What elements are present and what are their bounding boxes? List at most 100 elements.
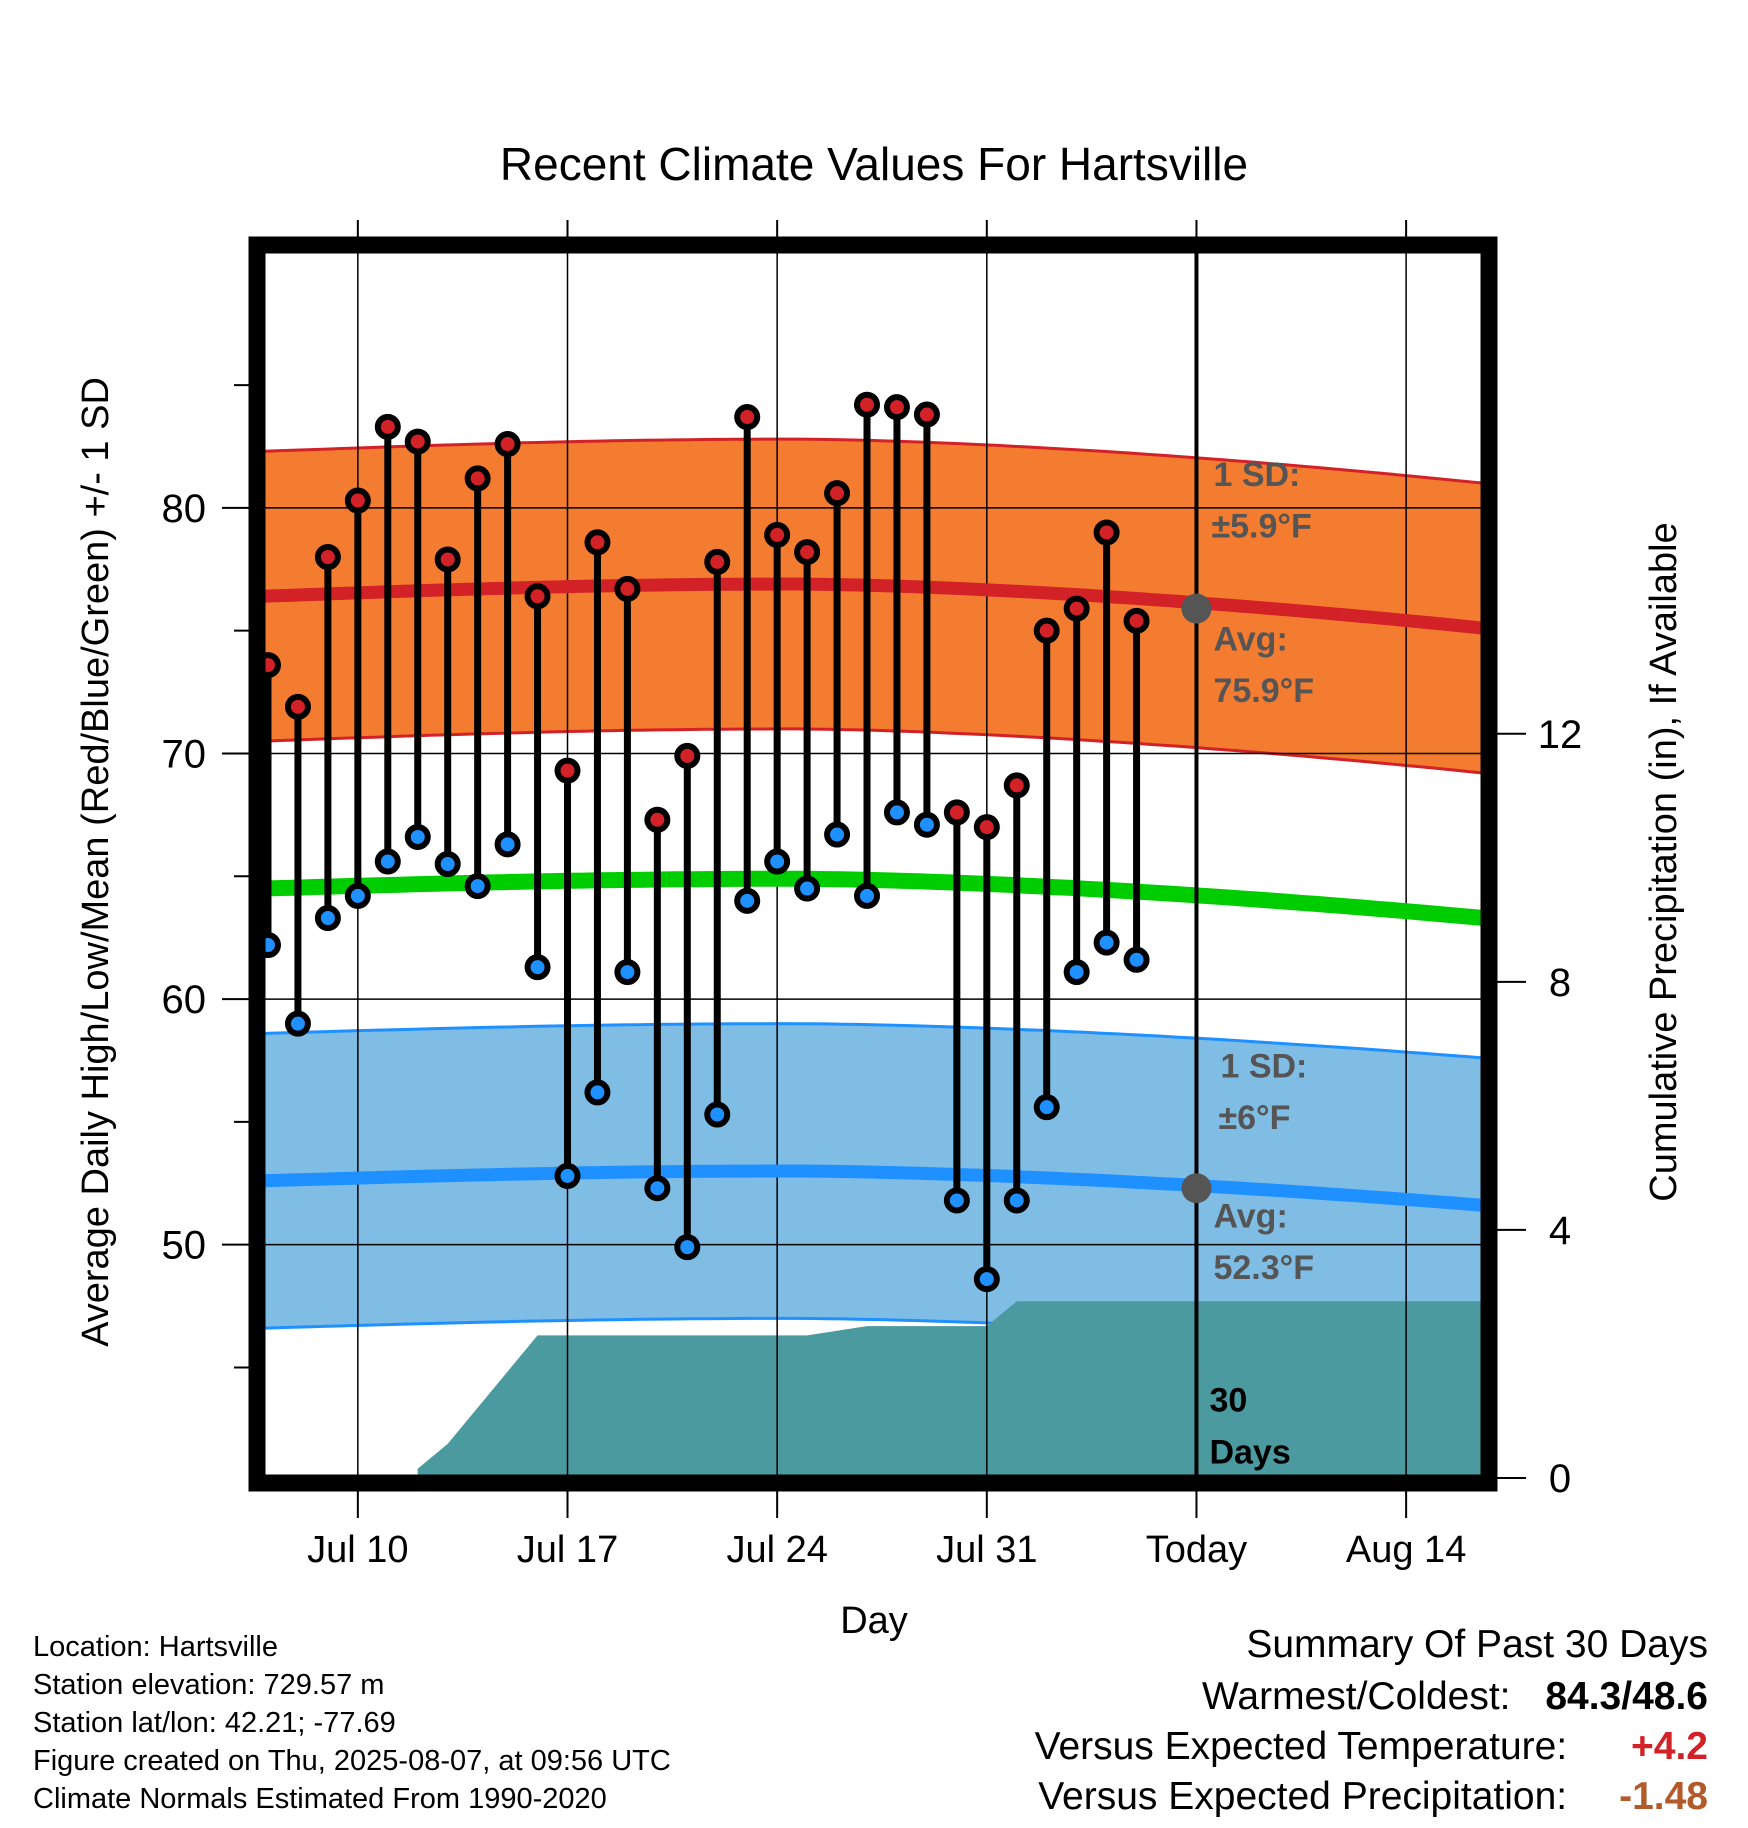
latlon-text: Station lat/lon: 42.21; -77.69 <box>33 1707 396 1739</box>
y2-tick-label: 0 <box>1549 1457 1571 1501</box>
daily-high-point <box>284 693 311 720</box>
days-label-number: 30 <box>1209 1382 1247 1420</box>
normal-low-line <box>261 1164 1485 1212</box>
daily-low-point <box>1123 946 1150 973</box>
temp-value: +4.2 <box>1631 1725 1708 1768</box>
plot-frame <box>248 236 1498 1492</box>
summary-warm-cold: Warmest/Coldest: 84.3/48.6 <box>1202 1675 1708 1719</box>
daily-high-point <box>494 431 521 458</box>
summary-precip: Versus Expected Precipitation: -1.48 <box>1038 1775 1708 1819</box>
warm-cold-label: Warmest/Coldest: <box>1202 1675 1511 1718</box>
daily-high-point <box>1003 772 1030 799</box>
created-text: Figure created on Thu, 2025-08-07, at 09… <box>33 1745 671 1777</box>
daily-low-point <box>913 811 940 838</box>
high-avg-value: 75.9°F <box>1213 672 1314 710</box>
daily-high-point <box>1033 617 1060 644</box>
daily-high-point <box>614 575 641 602</box>
high-sd-value: ±5.9°F <box>1211 507 1311 545</box>
daily-high-point <box>943 799 970 826</box>
plot-area: 1 SD: ±5.9°F Avg: 75.9°F 1 SD: ±6°F Avg: 52.3°F… <box>162 220 1583 1571</box>
today-low-avg-marker <box>1181 1173 1212 1204</box>
daily-high-point <box>314 544 341 570</box>
daily-high-point <box>734 404 761 431</box>
daily-low-point <box>584 1079 611 1106</box>
high-sd-label: 1 SD: <box>1213 456 1300 494</box>
x-tick-label: Aug 14 <box>1346 1529 1466 1571</box>
daily-low-point <box>764 848 791 875</box>
daily-low-point <box>374 848 401 875</box>
summary-heading: Summary Of Past 30 Days <box>1246 1623 1708 1666</box>
daily-low-point <box>524 954 551 981</box>
daily-high-point <box>344 487 371 514</box>
daily-high-point <box>404 428 431 455</box>
daily-low-point <box>344 882 371 909</box>
x-tick-label: Jul 31 <box>936 1529 1037 1571</box>
daily-low-point <box>494 831 521 858</box>
daily-high-point <box>1093 519 1120 546</box>
today-high-avg-marker <box>1181 593 1212 624</box>
daily-high-point <box>434 546 461 573</box>
station-info: Location: Hartsville Station elevation: … <box>33 1628 671 1818</box>
daily-low-point <box>554 1162 581 1189</box>
daily-high-point <box>374 413 401 440</box>
y2-axis-label: Cumulative Precipitation (in), If Availa… <box>1643 522 1685 1201</box>
daily-low-point <box>794 875 821 902</box>
x-axis-label: Day <box>840 1600 908 1642</box>
daily-low-point <box>614 959 641 986</box>
daily-high-point <box>913 401 940 428</box>
low-avg-label: Avg: <box>1213 1197 1287 1235</box>
low-sd-value: ±6°F <box>1218 1099 1290 1137</box>
location-text: Location: Hartsville <box>33 1631 278 1663</box>
daily-high-point <box>644 806 671 833</box>
daily-high-point <box>554 757 581 784</box>
daily-low-point <box>1033 1094 1060 1121</box>
daily-low-point <box>734 887 761 914</box>
daily-low-point <box>1003 1187 1030 1214</box>
days-label-word: Days <box>1209 1433 1290 1471</box>
x-tick-label: Jul 17 <box>517 1529 618 1571</box>
daily-low-point <box>434 851 461 877</box>
y2-tick-label: 8 <box>1549 961 1571 1005</box>
y2-tick-label: 4 <box>1549 1209 1571 1253</box>
daily-low-point <box>674 1234 701 1261</box>
daily-high-point <box>1063 595 1090 622</box>
normals-text: Climate Normals Estimated From 1990-2020 <box>33 1783 607 1815</box>
daily-low-point <box>1093 929 1120 956</box>
daily-low-point <box>704 1101 731 1128</box>
daily-high-point <box>464 465 491 492</box>
daily-high-point <box>854 391 881 418</box>
daily-high-point <box>704 548 731 575</box>
precip-label: Versus Expected Precipitation: <box>1038 1775 1568 1818</box>
daily-high-point <box>824 480 851 507</box>
daily-high-point <box>973 814 1000 841</box>
y-tick-label: 70 <box>162 732 207 776</box>
high-sd-upper-line <box>261 437 1485 485</box>
daily-high-point <box>883 394 910 421</box>
normal-high-line <box>261 577 1485 635</box>
y-tick-label: 50 <box>162 1224 207 1268</box>
y2-tick-label: 12 <box>1538 713 1583 757</box>
daily-low-point <box>644 1175 671 1202</box>
daily-low-point <box>854 882 881 909</box>
daily-low-point <box>404 823 431 850</box>
summary-temp: Versus Expected Temperature: +4.2 <box>1035 1725 1708 1769</box>
chart-title: Recent Climate Values For Hartsville <box>500 138 1248 190</box>
daily-high-point <box>674 742 701 769</box>
low-sd-upper-line <box>261 1022 1485 1060</box>
daily-low-point <box>824 821 851 848</box>
x-tick-label: Today <box>1146 1529 1247 1571</box>
daily-low-point <box>1063 959 1090 986</box>
daily-low-point <box>284 1010 311 1037</box>
daily-low-point <box>943 1187 970 1214</box>
daily-low-point <box>464 873 491 900</box>
cumulative-precip-area <box>417 1301 1485 1478</box>
precip-value: -1.48 <box>1619 1775 1708 1818</box>
high-avg-label: Avg: <box>1213 620 1287 658</box>
daily-high-point <box>794 539 821 566</box>
warm-cold-value: 84.3/48.6 <box>1545 1675 1708 1718</box>
temp-label: Versus Expected Temperature: <box>1034 1725 1568 1768</box>
y-axis-label: Average Daily High/Low/Mean (Red/Blue/Gr… <box>75 377 117 1347</box>
low-sd-label: 1 SD: <box>1220 1048 1307 1086</box>
daily-high-point <box>584 529 611 556</box>
